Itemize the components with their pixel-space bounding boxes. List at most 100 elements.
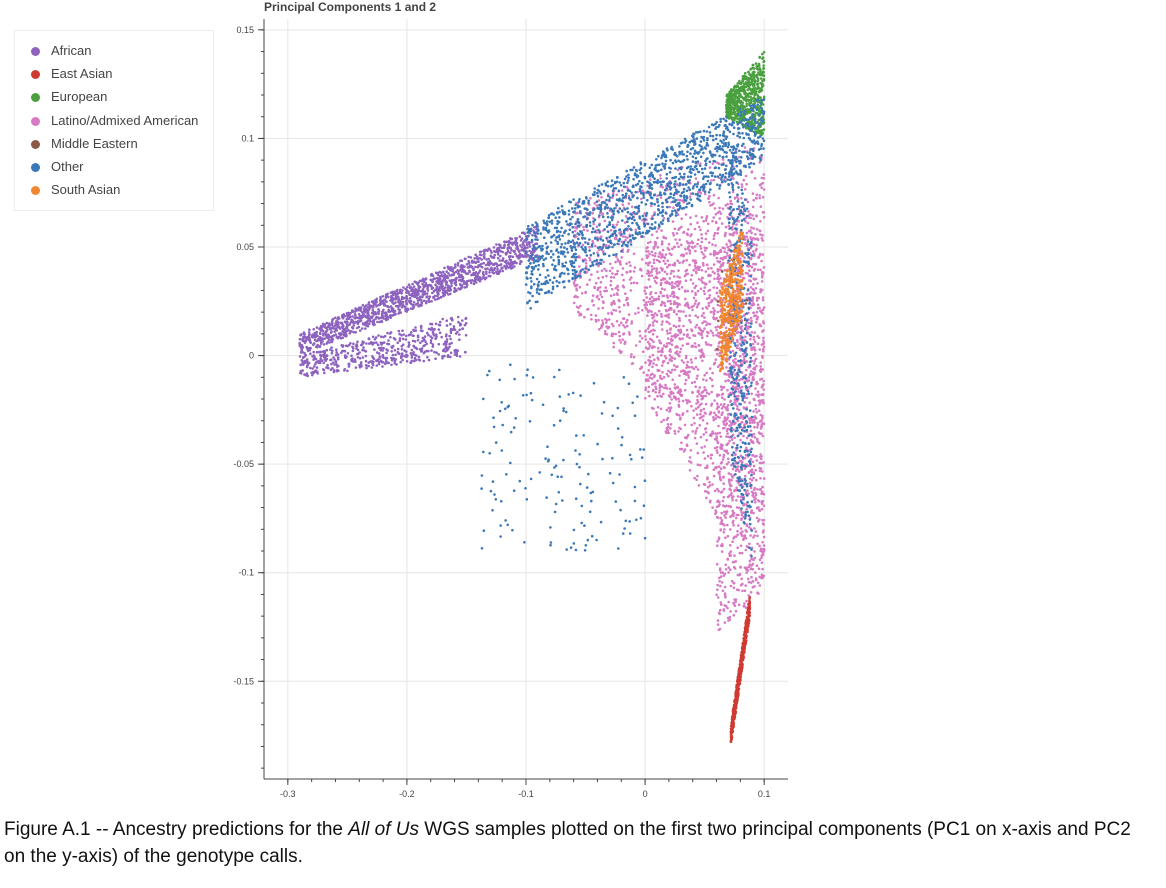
scatter-plot[interactable]: -0.3 -0.2 -0.1 0 0.10.150.10.050-0.05-0.1-0.…: [0, 0, 1166, 800]
data-point: [677, 403, 681, 407]
data-point: [466, 266, 470, 269]
data-point: [629, 264, 632, 268]
data-point: [632, 281, 636, 285]
data-point: [732, 523, 735, 527]
data-point: [760, 186, 763, 189]
data-point: [367, 337, 371, 341]
data-point: [442, 294, 446, 297]
legend: African East Asian European Latino/Admix…: [14, 30, 214, 211]
data-point: [388, 310, 392, 313]
data-point: [644, 361, 647, 364]
data-point: [377, 308, 380, 311]
data-point: [410, 348, 414, 352]
data-point: [614, 309, 618, 312]
data-point: [313, 365, 316, 368]
data-point: [680, 359, 684, 362]
data-point: [398, 332, 401, 336]
data-point: [384, 362, 387, 366]
data-point: [396, 300, 400, 303]
data-point: [461, 268, 465, 271]
data-point: [488, 247, 491, 251]
data-point: [748, 597, 751, 601]
data-point: [744, 71, 747, 75]
data-point: [672, 295, 675, 299]
data-point: [757, 109, 761, 113]
data-point: [459, 259, 462, 263]
data-point: [696, 316, 700, 319]
data-point: [667, 281, 670, 285]
data-point: [669, 406, 673, 410]
data-point: [608, 318, 611, 321]
data-point: [677, 269, 680, 272]
data-point: [605, 274, 608, 278]
data-point: [690, 423, 693, 427]
data-point: [705, 334, 709, 338]
data-point: [692, 268, 695, 272]
data-point: [513, 265, 516, 268]
legend-label: East Asian: [51, 66, 113, 81]
data-point: [303, 373, 306, 376]
data-point: [741, 666, 744, 669]
data-point: [412, 359, 416, 363]
data-point: [648, 363, 651, 367]
data-point: [574, 294, 577, 298]
data-point: [397, 305, 400, 309]
data-point: [731, 88, 735, 92]
data-point: [496, 256, 500, 260]
data-point: [381, 341, 385, 345]
data-point: [451, 318, 454, 322]
data-point: [466, 272, 470, 275]
data-point: [484, 267, 487, 271]
data-point: [704, 306, 708, 309]
data-point: [405, 310, 409, 313]
data-point: [675, 313, 678, 316]
data-point: [748, 81, 751, 84]
data-point: [673, 368, 677, 372]
data-point: [757, 71, 760, 74]
data-point: [441, 275, 445, 278]
data-point: [694, 356, 697, 360]
data-point: [429, 322, 432, 326]
data-point: [729, 92, 732, 96]
data-point: [313, 338, 317, 342]
data-point: [729, 739, 733, 742]
data-point: [381, 310, 385, 314]
data-point: [305, 345, 309, 349]
data-point: [693, 342, 697, 345]
data-point: [595, 204, 599, 207]
data-point: [761, 52, 764, 56]
data-point: [747, 606, 750, 610]
data-point: [474, 281, 478, 284]
data-point: [686, 409, 689, 413]
data-point: [618, 260, 622, 263]
data-point: [333, 358, 336, 361]
data-point: [739, 354, 742, 358]
data-point: [457, 272, 461, 276]
data-point: [337, 321, 340, 324]
data-point: [671, 232, 675, 235]
data-point: [661, 320, 664, 323]
data-point: [743, 74, 746, 78]
data-point: [418, 285, 422, 289]
data-point: [401, 343, 405, 347]
data-point: [730, 718, 734, 722]
data-point: [464, 316, 468, 320]
series-east-asian: [729, 595, 752, 743]
data-point: [352, 330, 356, 334]
data-point: [464, 333, 468, 337]
data-point: [407, 283, 411, 287]
data-point: [733, 113, 737, 116]
data-point: [440, 287, 444, 290]
data-point: [752, 227, 756, 230]
data-point: [691, 282, 695, 285]
data-point: [478, 276, 482, 279]
data-point: [498, 269, 502, 273]
data-point: [509, 237, 513, 240]
data-point: [712, 193, 716, 197]
data-point: [312, 358, 315, 361]
data-point: [447, 293, 450, 296]
data-point: [298, 355, 302, 358]
data-point: [696, 221, 699, 224]
data-point: [749, 68, 752, 71]
data-point: [701, 330, 704, 333]
